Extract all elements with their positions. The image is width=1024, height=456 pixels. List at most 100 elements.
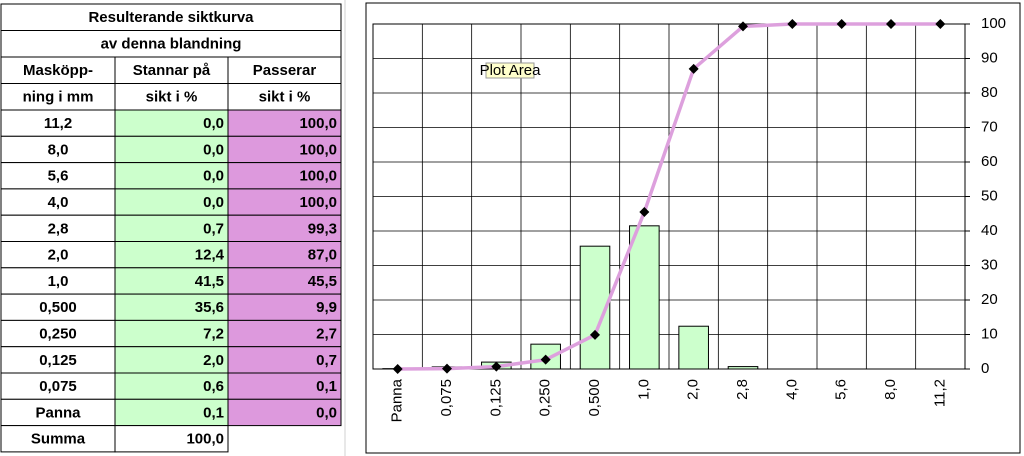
marker — [392, 364, 403, 374]
x-tick-label: 0,075 — [438, 379, 455, 417]
table-cell: 0,7 — [316, 352, 337, 369]
table-cell: 87,0 — [308, 247, 337, 264]
marker — [738, 21, 748, 32]
column-header: sikt i % — [259, 88, 311, 105]
column-header: sikt i % — [146, 88, 198, 105]
table-cell: 5,6 — [48, 168, 69, 185]
x-tick-label: 0,250 — [537, 379, 554, 417]
cell — [0, 372, 116, 400]
marker — [540, 354, 551, 365]
tooltip-box — [485, 62, 535, 79]
marker — [886, 19, 896, 29]
table-cell: 99,3 — [308, 220, 337, 237]
cell — [227, 109, 342, 137]
table-cell: 0,075 — [39, 378, 77, 395]
cell — [114, 214, 229, 242]
y-tick-label: 30 — [981, 256, 998, 273]
cell — [114, 398, 229, 427]
marker — [787, 19, 798, 29]
table: Resulterande siktkurva av denna blandning… — [0, 3, 342, 453]
cell — [114, 162, 229, 190]
cell — [227, 188, 342, 216]
table-cell: 11,2 — [44, 115, 72, 132]
line — [397, 22, 941, 371]
table-cell: 7,2 — [203, 326, 224, 343]
cell — [114, 109, 229, 137]
marker — [836, 19, 847, 29]
table-cell: Panna — [35, 404, 81, 421]
cell — [0, 425, 116, 453]
x-tick-label: 5,6 — [833, 379, 850, 400]
cell — [114, 346, 229, 374]
table-cell: 9,9 — [316, 299, 337, 316]
cell — [0, 135, 116, 164]
y-tick-label: 10 — [981, 325, 998, 342]
table-cell: 0,125 — [39, 352, 77, 369]
cell — [114, 188, 229, 216]
table-cell: 0,6 — [203, 378, 224, 395]
marker — [590, 329, 600, 340]
table-cell: 0,0 — [203, 194, 224, 211]
table-cell: 100,0 — [299, 115, 337, 132]
tooltip: Plot Area — [480, 62, 542, 79]
cell — [0, 398, 116, 427]
y-tick-label: 70 — [981, 118, 998, 135]
x-tick-label: 0,125 — [487, 379, 504, 417]
marker — [639, 207, 650, 218]
bar — [678, 325, 709, 370]
table-cell: 2,8 — [48, 220, 69, 237]
tooltip-text: Plot Area — [480, 62, 542, 79]
x-tick-label: Panna — [389, 378, 406, 422]
column-header: Passerar — [253, 62, 317, 79]
x-tick-label: 1,0 — [635, 379, 652, 400]
marker — [491, 361, 502, 372]
cell — [227, 214, 342, 242]
column-header: Masköpp- — [23, 62, 93, 79]
x-tick-label: 2,0 — [685, 379, 702, 400]
table-cell: 2,0 — [203, 352, 224, 369]
cell — [0, 3, 342, 31]
table-cell: 0,500 — [39, 299, 77, 316]
table-cell: 41,5 — [195, 273, 224, 290]
cell — [0, 346, 116, 374]
table-cell: 100,0 — [299, 168, 337, 185]
marker — [688, 63, 699, 74]
table-cell: 0,0 — [203, 141, 224, 158]
table-cell: 0,7 — [203, 220, 224, 237]
table-cell: 8,0 — [48, 141, 69, 158]
y-tick-label: 80 — [981, 84, 998, 101]
x-tick-label: 11,2 — [931, 379, 948, 407]
table-cell: 100,0 — [299, 141, 337, 158]
cell — [0, 83, 116, 111]
x-tick-label: 2,8 — [734, 379, 751, 400]
x-tick-label: 4,0 — [783, 379, 800, 400]
cell — [0, 267, 116, 295]
y-tick-label: 90 — [981, 49, 998, 66]
cell — [114, 293, 229, 321]
cell — [114, 425, 229, 453]
table-cell: 0,1 — [203, 404, 224, 421]
table-cell: 1,0 — [48, 273, 69, 290]
table-cell: 0,0 — [316, 404, 337, 421]
table-cell: 4,0 — [48, 194, 69, 211]
table-cell: 45,5 — [308, 273, 337, 290]
cell — [114, 267, 229, 295]
x-tick-label: 0,500 — [586, 379, 603, 417]
table-cell: 2,7 — [316, 326, 337, 343]
table-total: Summa — [31, 431, 86, 448]
table-cell: 0,0 — [203, 115, 224, 132]
y-tick-label: 0 — [981, 360, 989, 377]
cell — [0, 30, 342, 58]
bar — [727, 366, 759, 370]
table-cell: 0,1 — [316, 378, 337, 395]
table-cell: 0,250 — [39, 326, 77, 343]
chart: 0 10 20 30 40 50 60 70 80 90 100 Panna 0,075 0,125 0,2… — [372, 15, 1006, 422]
cell — [227, 135, 342, 164]
cell — [227, 83, 342, 111]
table-cell: 100,0 — [299, 194, 337, 211]
table-cell: 12,4 — [195, 247, 225, 264]
cell — [227, 267, 342, 295]
column-header: Stannar på — [133, 62, 211, 79]
